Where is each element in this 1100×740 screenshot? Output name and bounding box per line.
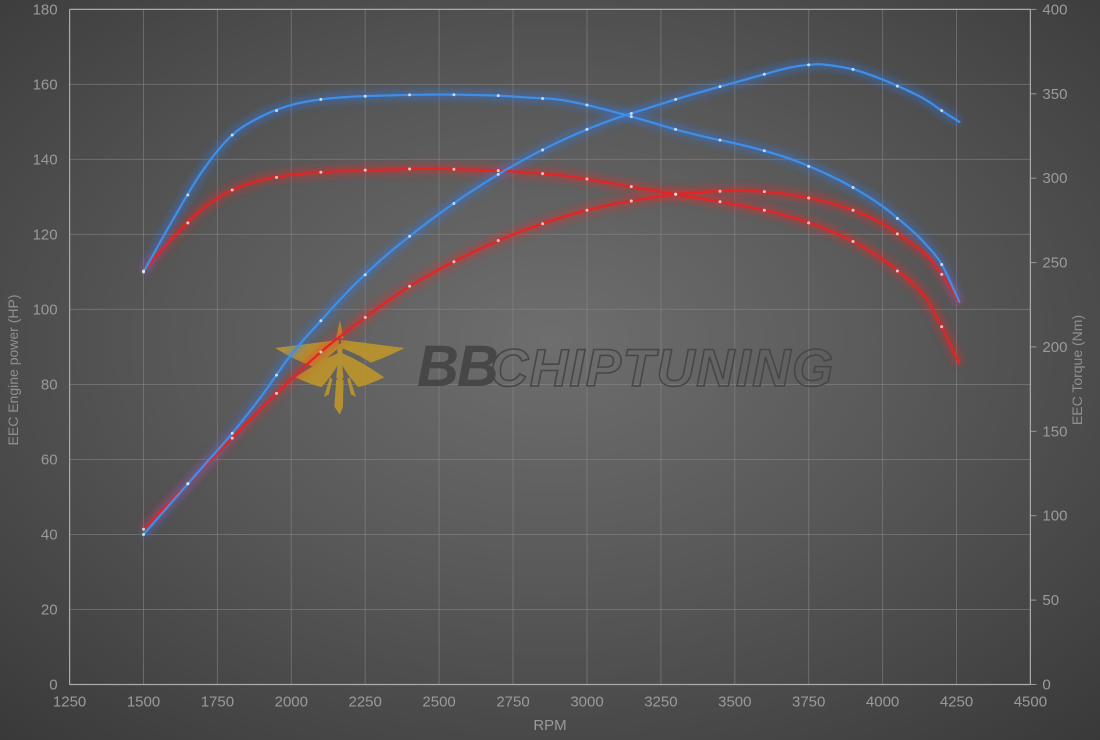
svg-text:0: 0 xyxy=(1042,677,1050,694)
svg-text:BB: BB xyxy=(417,334,497,399)
svg-text:140: 140 xyxy=(33,151,58,168)
svg-text:180: 180 xyxy=(33,1,58,18)
svg-text:80: 80 xyxy=(41,377,58,394)
svg-text:160: 160 xyxy=(33,76,58,93)
svg-text:40: 40 xyxy=(41,527,58,544)
svg-text:1750: 1750 xyxy=(201,694,234,711)
svg-text:350: 350 xyxy=(1042,86,1067,103)
svg-text:3500: 3500 xyxy=(718,694,751,711)
svg-text:60: 60 xyxy=(41,452,58,469)
svg-text:CHIPTUNING: CHIPTUNING xyxy=(490,339,835,398)
svg-text:4500: 4500 xyxy=(1014,694,1047,711)
svg-text:50: 50 xyxy=(1042,592,1059,609)
svg-text:EEC Engine power (HP): EEC Engine power (HP) xyxy=(5,295,21,446)
svg-text:100: 100 xyxy=(33,301,58,318)
svg-text:200: 200 xyxy=(1042,339,1067,356)
svg-text:2500: 2500 xyxy=(422,694,455,711)
svg-text:4250: 4250 xyxy=(940,694,973,711)
svg-text:1500: 1500 xyxy=(127,694,160,711)
svg-text:1250: 1250 xyxy=(53,694,86,711)
svg-text:2750: 2750 xyxy=(496,694,529,711)
svg-text:4000: 4000 xyxy=(866,694,899,711)
svg-text:3000: 3000 xyxy=(570,694,603,711)
svg-text:2250: 2250 xyxy=(349,694,382,711)
svg-text:150: 150 xyxy=(1042,423,1067,440)
svg-text:3250: 3250 xyxy=(644,694,677,711)
svg-text:300: 300 xyxy=(1042,170,1067,187)
svg-text:3750: 3750 xyxy=(792,694,825,711)
svg-text:100: 100 xyxy=(1042,508,1067,525)
svg-text:0: 0 xyxy=(49,677,57,694)
svg-text:400: 400 xyxy=(1042,1,1067,18)
svg-text:EEC Torque (Nm): EEC Torque (Nm) xyxy=(1069,315,1085,425)
svg-text:250: 250 xyxy=(1042,255,1067,272)
svg-text:20: 20 xyxy=(41,602,58,619)
svg-text:2000: 2000 xyxy=(275,694,308,711)
svg-text:120: 120 xyxy=(33,226,58,243)
svg-text:RPM: RPM xyxy=(533,717,566,734)
